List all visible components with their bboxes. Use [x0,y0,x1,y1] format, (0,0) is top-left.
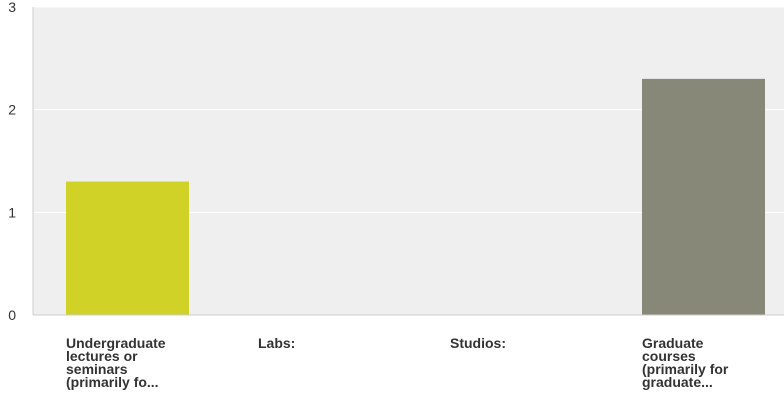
y-tick-label: 3 [8,0,16,15]
x-tick-label: Undergraduate lectures or seminars (prim… [66,335,166,390]
bar [642,78,765,315]
bars [66,78,765,315]
y-tick-label: 1 [8,204,16,220]
x-tick-label: Studios: [450,335,506,351]
bar [66,181,189,315]
y-tick-label: 0 [8,307,16,323]
x-tick-label: Graduate courses (primarily for graduate… [642,335,729,390]
y-axis-ticks: 0 1 2 3 [8,0,16,323]
x-tick-label: Labs: [258,335,296,351]
y-tick-label: 2 [8,102,16,118]
